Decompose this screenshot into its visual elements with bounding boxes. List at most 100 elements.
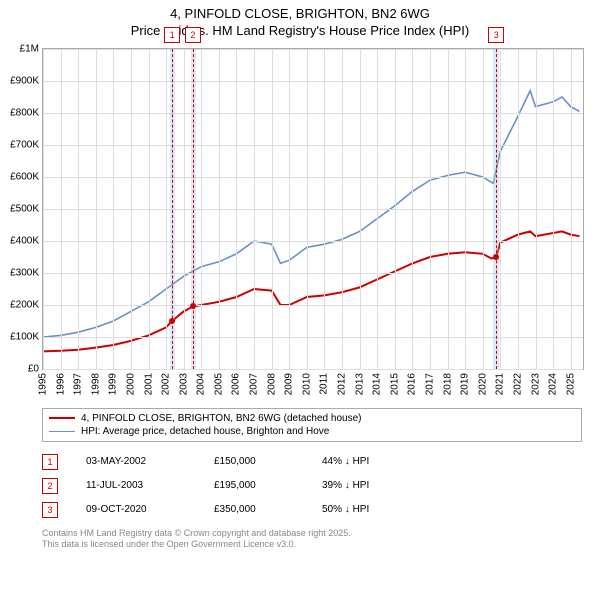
marker-line [193, 49, 194, 369]
x-axis-label: 2004 [196, 373, 207, 395]
event-number: 3 [42, 502, 58, 518]
gridline-v [254, 49, 255, 369]
gridline-v [430, 49, 431, 369]
gridline-v [324, 49, 325, 369]
series-hpi [43, 90, 580, 336]
sale-point [169, 318, 175, 324]
footer-attribution: Contains HM Land Registry data © Crown c… [42, 528, 582, 551]
gridline-h [43, 241, 583, 242]
x-axis-label: 2009 [284, 373, 295, 395]
x-axis-label: 2019 [460, 373, 471, 395]
x-axis-label: 1996 [55, 373, 66, 395]
event-row: 103-MAY-2002£150,00044% ↓ HPI [42, 450, 582, 474]
series-price_paid [43, 231, 580, 351]
footer-line-1: Contains HM Land Registry data © Crown c… [42, 528, 351, 538]
legend-row: HPI: Average price, detached house, Brig… [49, 425, 575, 438]
x-axis-label: 2021 [495, 373, 506, 395]
gridline-v [113, 49, 114, 369]
legend-swatch [49, 431, 75, 432]
event-delta: 44% ↓ HPI [322, 456, 582, 467]
x-axis-label: 2011 [319, 373, 330, 395]
x-axis-label: 1998 [90, 373, 101, 395]
event-number: 1 [42, 454, 58, 470]
y-axis-label: £800K [10, 107, 39, 118]
x-axis-label: 2013 [354, 373, 365, 395]
x-axis-label: 2000 [125, 373, 136, 395]
x-axis-label: 2018 [442, 373, 453, 395]
gridline-h [43, 177, 583, 178]
x-axis-label: 2006 [231, 373, 242, 395]
gridline-h [43, 81, 583, 82]
sale-point [493, 254, 499, 260]
gridline-v [377, 49, 378, 369]
x-axis-label: 2022 [512, 373, 523, 395]
x-axis-label: 2016 [407, 373, 418, 395]
gridline-h [43, 113, 583, 114]
marker-line [496, 49, 497, 369]
gridline-h [43, 49, 583, 50]
gridline-v [536, 49, 537, 369]
x-axis-label: 2010 [301, 373, 312, 395]
gridline-v [61, 49, 62, 369]
x-axis-label: 2001 [143, 373, 154, 395]
gridline-v [483, 49, 484, 369]
x-axis-label: 2015 [389, 373, 400, 395]
x-axis-label: 2008 [266, 373, 277, 395]
y-axis-label: £100K [10, 331, 39, 342]
plot-area: £0£100K£200K£300K£400K£500K£600K£700K£80… [42, 48, 584, 370]
x-axis-label: 2005 [213, 373, 224, 395]
gridline-v [465, 49, 466, 369]
gridline-v [219, 49, 220, 369]
marker-number-box: 3 [488, 27, 504, 43]
y-axis-label: £900K [10, 75, 39, 86]
y-axis-label: £300K [10, 267, 39, 278]
gridline-h [43, 369, 583, 370]
x-axis-label: 2017 [424, 373, 435, 395]
x-axis-label: 2014 [372, 373, 383, 395]
x-axis-label: 2003 [178, 373, 189, 395]
events-table: 103-MAY-2002£150,00044% ↓ HPI211-JUL-200… [42, 450, 582, 522]
legend-label: 4, PINFOLD CLOSE, BRIGHTON, BN2 6WG (det… [81, 413, 361, 424]
gridline-h [43, 209, 583, 210]
x-axis-label: 2020 [477, 373, 488, 395]
gridline-v [149, 49, 150, 369]
gridline-v [412, 49, 413, 369]
x-axis-label: 1995 [38, 373, 49, 395]
gridline-v [360, 49, 361, 369]
gridline-v [307, 49, 308, 369]
y-axis-label: £700K [10, 139, 39, 150]
gridline-v [571, 49, 572, 369]
gridline-v [131, 49, 132, 369]
y-axis-label: £600K [10, 171, 39, 182]
chart-title: 4, PINFOLD CLOSE, BRIGHTON, BN2 6WG Pric… [0, 0, 600, 40]
x-axis-label: 2023 [530, 373, 541, 395]
gridline-v [201, 49, 202, 369]
gridline-h [43, 273, 583, 274]
event-date: 09-OCT-2020 [86, 504, 186, 515]
gridline-v [43, 49, 44, 369]
y-axis-label: £1M [20, 43, 39, 54]
event-price: £350,000 [214, 504, 294, 515]
gridline-v [236, 49, 237, 369]
event-row: 211-JUL-2003£195,00039% ↓ HPI [42, 474, 582, 498]
legend-label: HPI: Average price, detached house, Brig… [81, 426, 329, 437]
x-axis-label: 2025 [565, 373, 576, 395]
gridline-v [448, 49, 449, 369]
event-price: £150,000 [214, 456, 294, 467]
legend-row: 4, PINFOLD CLOSE, BRIGHTON, BN2 6WG (det… [49, 412, 575, 425]
gridline-v [78, 49, 79, 369]
sale-point [190, 303, 196, 309]
gridline-h [43, 145, 583, 146]
event-delta: 39% ↓ HPI [322, 480, 582, 491]
event-price: £195,000 [214, 480, 294, 491]
gridline-h [43, 337, 583, 338]
footer-line-2: This data is licensed under the Open Gov… [42, 539, 296, 549]
gridline-v [96, 49, 97, 369]
title-line-2: Price paid vs. HM Land Registry's House … [131, 23, 469, 38]
marker-number-box: 1 [164, 27, 180, 43]
gridline-v [518, 49, 519, 369]
x-axis-label: 2024 [548, 373, 559, 395]
event-number: 2 [42, 478, 58, 494]
gridline-v [272, 49, 273, 369]
gridline-v [289, 49, 290, 369]
